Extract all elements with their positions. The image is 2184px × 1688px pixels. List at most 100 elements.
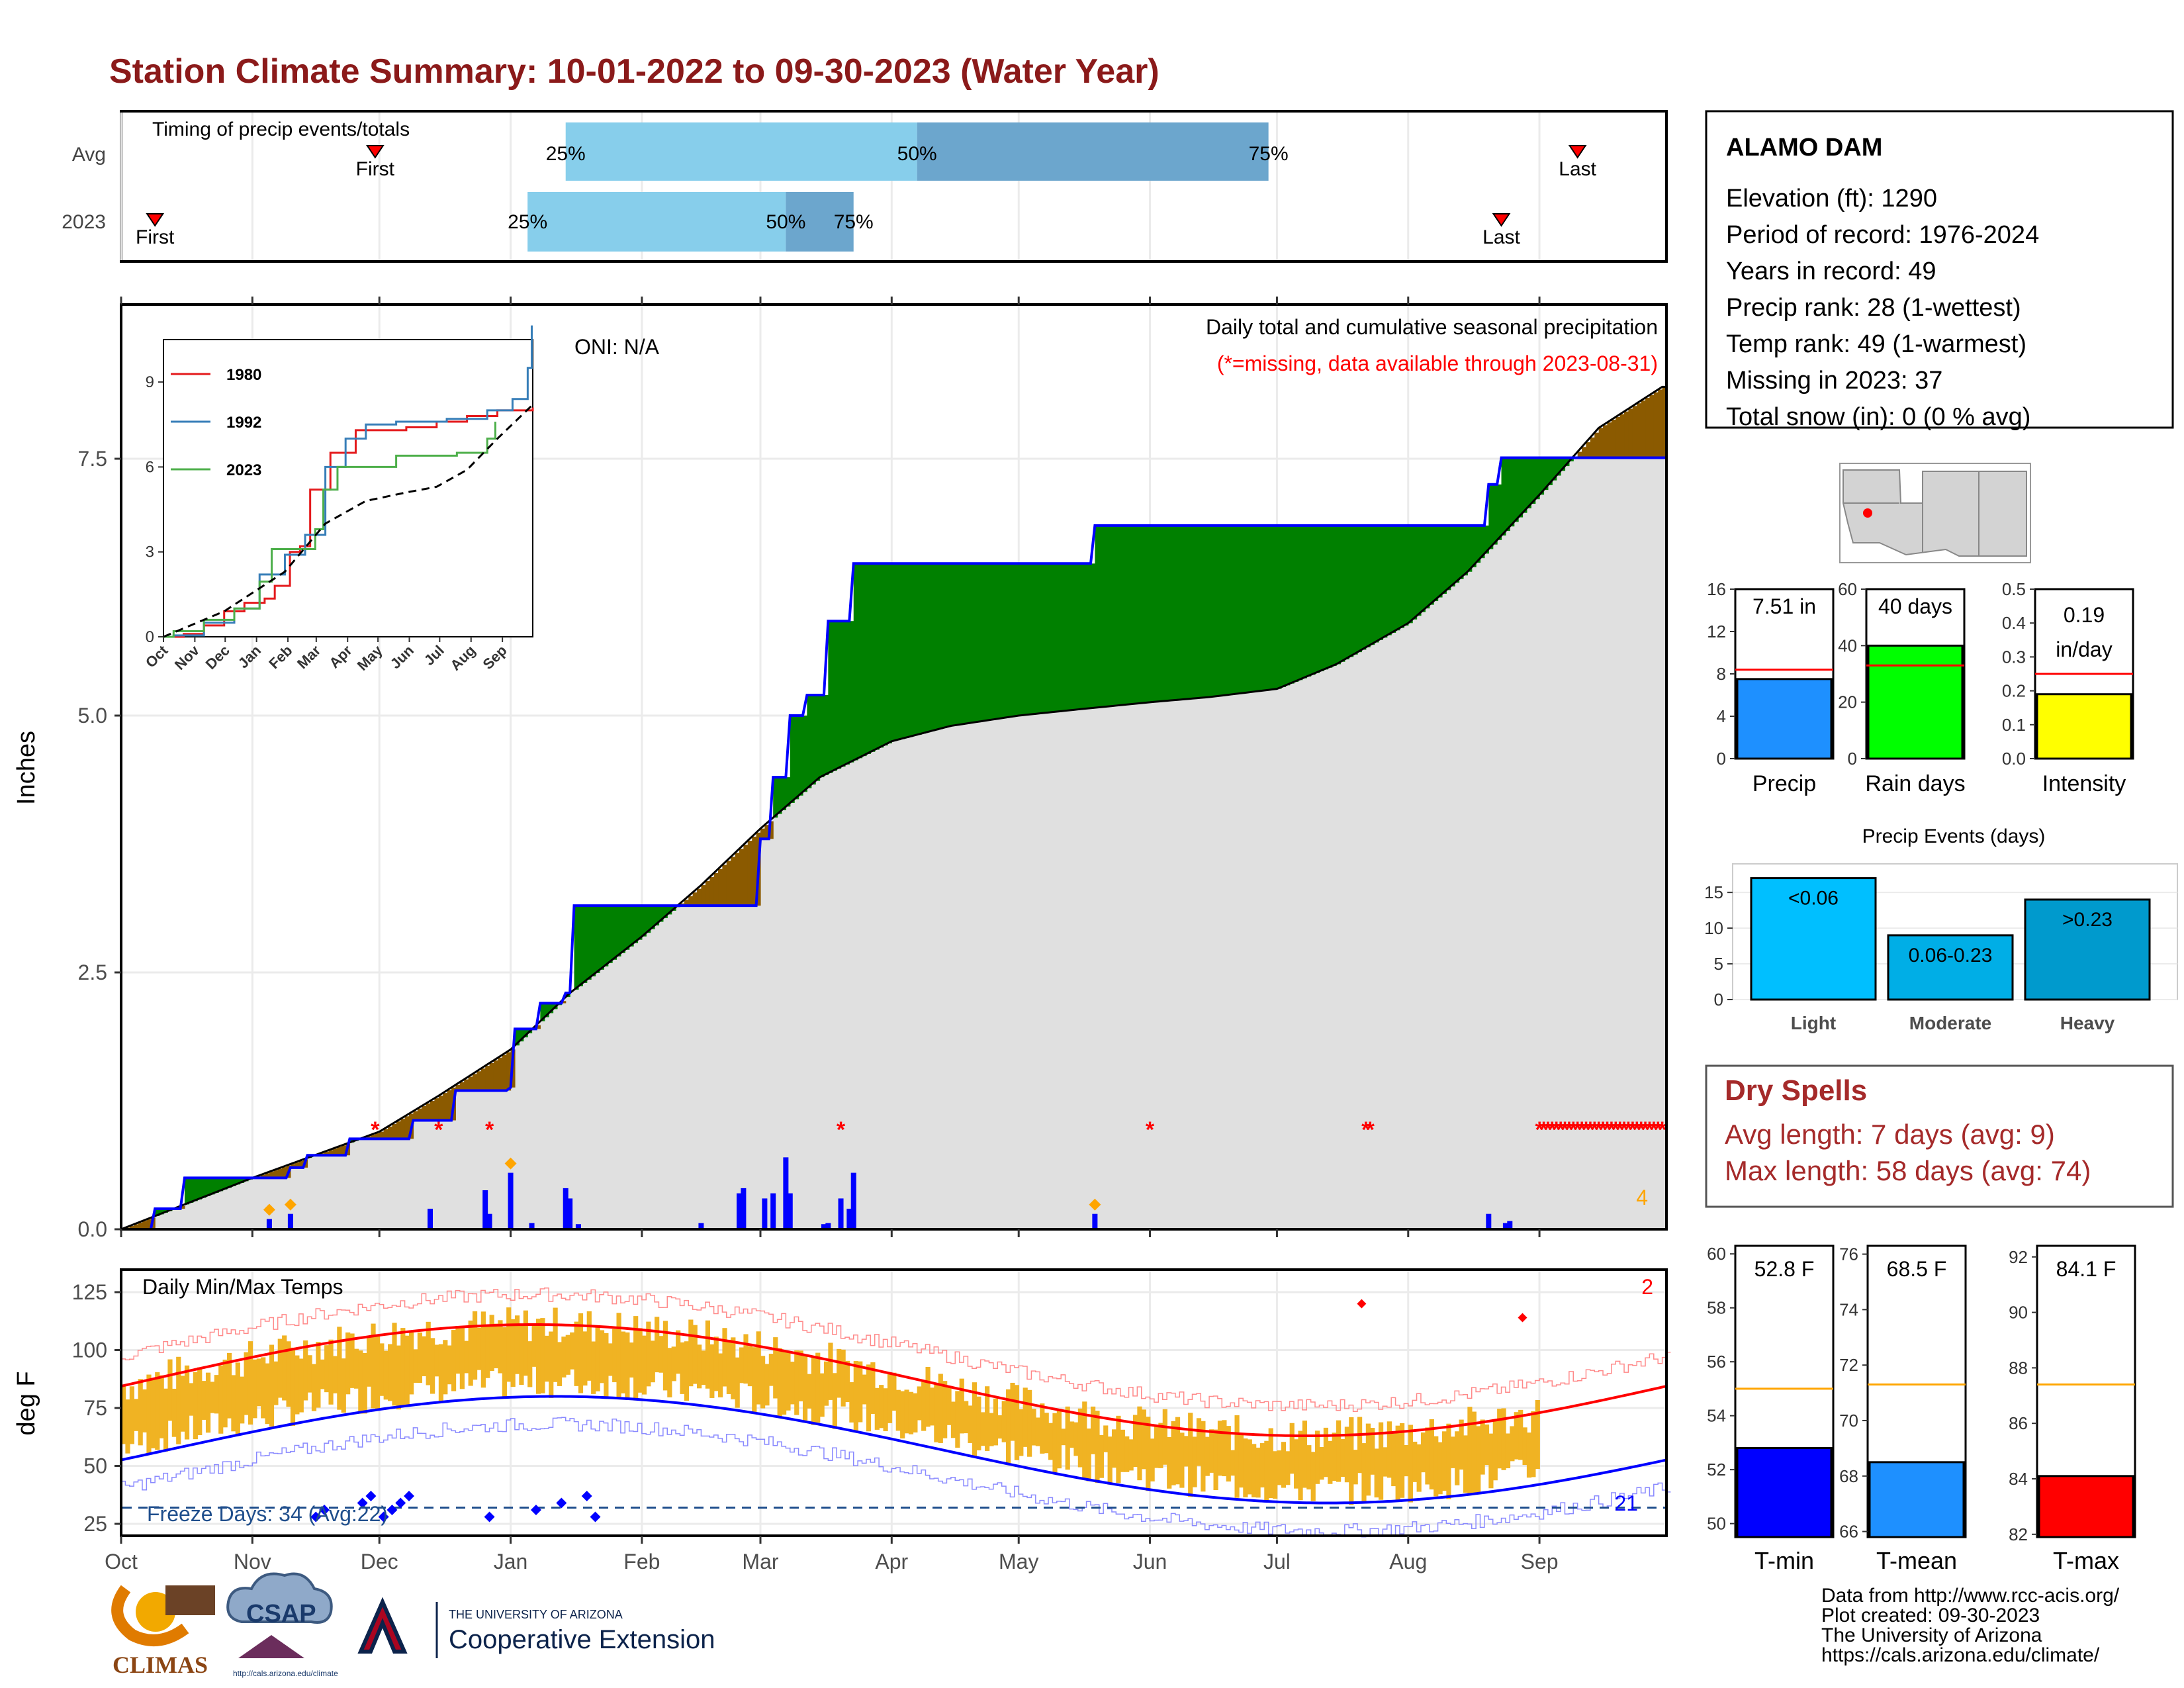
daily-temp-bar — [964, 1401, 969, 1434]
temp-xtick-label: Oct — [105, 1550, 138, 1573]
dry-spells-frame — [1705, 1064, 2174, 1208]
above-avg-area — [1095, 525, 1100, 708]
timing-marker-label: Last — [1482, 226, 1520, 248]
above-avg-area — [193, 1178, 198, 1201]
timing-marker-label: First — [136, 226, 175, 248]
temp-ytick-label: 125 — [72, 1280, 107, 1304]
above-avg-area — [1141, 525, 1146, 704]
missing-marker: * — [1543, 1117, 1553, 1143]
above-avg-area — [1226, 525, 1231, 695]
above-avg-area — [870, 563, 876, 752]
daily-precip-bar — [846, 1208, 852, 1229]
above-avg-area — [540, 1003, 545, 1021]
above-avg-area — [1255, 525, 1261, 692]
daily-temp-bar — [1175, 1417, 1181, 1485]
daily-temp-bar — [1497, 1409, 1502, 1469]
daily-temp-bar — [1510, 1426, 1515, 1462]
station-name: ALAMO DAM — [1726, 134, 1882, 162]
inset-legend-label: 2023 — [226, 461, 261, 479]
below-avg-area — [1590, 437, 1595, 458]
above-avg-area — [646, 906, 651, 933]
daily-temp-bar — [1162, 1409, 1167, 1465]
daily-temp-bar — [578, 1313, 584, 1393]
event-bar — [1887, 934, 2014, 1001]
precip-frame — [120, 303, 1668, 1231]
above-avg-area — [1238, 525, 1244, 694]
above-avg-area — [895, 563, 901, 741]
daily-temp-bar — [1425, 1427, 1430, 1485]
daily-temp-bar — [426, 1321, 431, 1385]
above-avg-area — [874, 563, 880, 750]
missing-marker: * — [1654, 1117, 1663, 1143]
daily-temp-bar — [1459, 1419, 1464, 1470]
temp-bar-value: 84.1 F — [2056, 1257, 2116, 1281]
daily-temp-bar — [434, 1344, 439, 1377]
missing-marker: * — [1561, 1117, 1570, 1143]
temp-bar-tick-label: 84 — [2009, 1469, 2028, 1489]
daily-temp-bar — [883, 1388, 888, 1432]
daily-temp-bar — [1243, 1438, 1248, 1497]
timing-pct-label: 25% — [546, 143, 586, 165]
mini-bar-tick-label: 60 — [1838, 579, 1857, 599]
daily-temp-bar — [739, 1347, 745, 1383]
temp-ytick-label: 100 — [72, 1338, 107, 1362]
below-avg-area — [1603, 425, 1608, 458]
above-avg-area — [1302, 525, 1307, 679]
daily-temp-bar — [1476, 1426, 1481, 1493]
daily-temp-bar — [1285, 1451, 1291, 1485]
daily-precip-bar — [508, 1172, 514, 1229]
temp-bar — [1736, 1447, 1833, 1538]
missing-marker: * — [1594, 1117, 1604, 1143]
above-avg-area — [1006, 563, 1011, 718]
daily-temp-bar — [1132, 1415, 1138, 1468]
daily-temp-bar — [1234, 1415, 1240, 1498]
daily-temp-bar — [210, 1382, 215, 1413]
inset-ytick-label: 9 — [146, 373, 154, 391]
avg-max-line — [120, 1323, 1667, 1438]
daily-temp-bar — [599, 1330, 605, 1383]
above-avg-area — [777, 777, 782, 814]
below-avg-area — [692, 892, 698, 906]
daily-temp-bar — [261, 1357, 266, 1419]
above-avg-area — [1484, 525, 1489, 554]
daily-temp-bar — [282, 1335, 287, 1401]
temp-bar-tick-label: 60 — [1707, 1244, 1726, 1264]
above-avg-area — [599, 906, 604, 970]
daily-temp-bar — [862, 1374, 867, 1405]
daily-temp-bar — [353, 1348, 359, 1389]
daily-temp-bar — [1120, 1429, 1125, 1472]
locator-map — [1839, 463, 2031, 563]
mini-bar-tick-label: 0.1 — [2002, 715, 2026, 735]
daily-temp-bar — [1027, 1389, 1032, 1457]
below-avg-area — [489, 1062, 494, 1091]
above-avg-area — [1014, 563, 1019, 716]
below-avg-area — [134, 1224, 139, 1229]
daily-temp-bar — [1433, 1436, 1439, 1497]
temp-bar-tick-label: 88 — [2009, 1358, 2028, 1378]
daily-precip-bar — [529, 1223, 535, 1229]
above-avg-area — [1408, 525, 1413, 624]
freeze-day-marker — [310, 1511, 322, 1523]
daily-temp-bar — [929, 1387, 935, 1426]
daily-temp-bar — [781, 1352, 787, 1415]
daily-temp-bar — [1273, 1451, 1278, 1499]
missing-marker: * — [1624, 1117, 1633, 1143]
below-avg-area — [760, 828, 765, 839]
daily-temp-bar — [1056, 1409, 1062, 1469]
above-avg-area — [1077, 563, 1083, 710]
daily-temp-bar — [1048, 1423, 1054, 1460]
daily-temp-bar — [1065, 1406, 1070, 1470]
daily-temp-bar — [1247, 1439, 1252, 1495]
daily-temp-bar — [1183, 1436, 1189, 1467]
daily-temp-bar — [1171, 1421, 1176, 1485]
daily-temp-bar — [1217, 1421, 1223, 1476]
footer-line: The University of Arizona — [1821, 1624, 2042, 1646]
daily-precip-bar — [482, 1190, 488, 1229]
above-avg-area — [633, 906, 639, 943]
daily-temp-bar — [895, 1389, 901, 1431]
daily-temp-bar — [1019, 1409, 1024, 1456]
ua-logo: THE UNIVERSITY OF ARIZONA Cooperative Ex… — [357, 1597, 715, 1658]
daily-temp-bar — [1391, 1433, 1396, 1487]
above-avg-area — [1378, 525, 1383, 640]
above-avg-area — [959, 563, 964, 725]
